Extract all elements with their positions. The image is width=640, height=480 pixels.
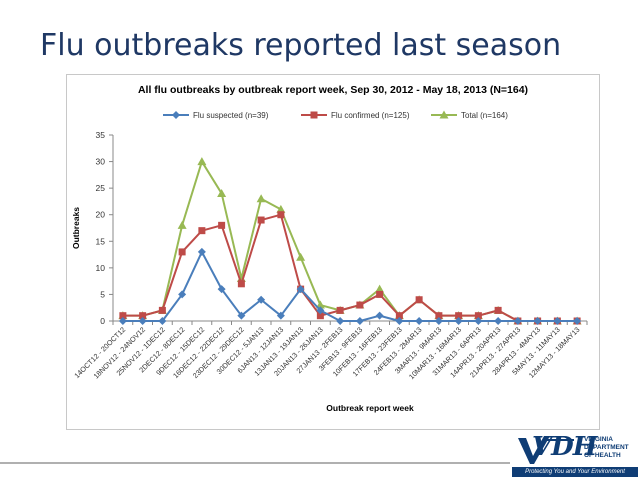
legend-marker-1 bbox=[310, 111, 318, 119]
data-point-s0-8 bbox=[276, 311, 285, 320]
data-point-s0-11 bbox=[336, 317, 345, 325]
chart-frame: All flu outbreaks by outbreak report wee… bbox=[66, 74, 600, 430]
data-point-s0-5 bbox=[217, 285, 226, 294]
y-tick-label: 35 bbox=[96, 130, 106, 140]
data-point-s1-11 bbox=[336, 306, 344, 314]
data-point-s2-3 bbox=[177, 220, 187, 229]
y-tick-label: 30 bbox=[96, 157, 106, 167]
data-point-s1-13 bbox=[376, 290, 384, 298]
data-point-s1-6 bbox=[237, 280, 245, 288]
y-tick-label: 20 bbox=[96, 210, 106, 220]
slide-title: Flu outbreaks reported last season bbox=[40, 28, 562, 63]
data-point-s0-18 bbox=[474, 317, 483, 325]
data-point-s1-4 bbox=[198, 227, 206, 235]
data-point-s0-16 bbox=[434, 317, 443, 325]
series-line-0 bbox=[122, 250, 578, 322]
data-point-s0-7 bbox=[257, 295, 266, 304]
data-point-s2-8 bbox=[276, 204, 286, 213]
data-point-s0-13 bbox=[375, 311, 384, 320]
x-axis-label: Outbreak report week bbox=[326, 403, 414, 413]
y-tick-label: 5 bbox=[100, 289, 105, 299]
data-point-s0-15 bbox=[415, 317, 424, 325]
data-point-s0-2 bbox=[158, 317, 167, 325]
chart-title: All flu outbreaks by outbreak report wee… bbox=[138, 84, 528, 96]
data-point-s0-0 bbox=[118, 317, 127, 325]
data-point-s1-14 bbox=[395, 312, 403, 320]
logo-mark-text: VDH bbox=[532, 432, 597, 462]
data-point-s0-20 bbox=[513, 317, 522, 325]
data-point-s1-1 bbox=[139, 312, 147, 320]
data-point-s1-16 bbox=[435, 312, 443, 320]
data-point-s0-3 bbox=[178, 290, 187, 299]
series-line-1 bbox=[122, 213, 578, 322]
footer-divider bbox=[0, 462, 520, 464]
data-point-s0-22 bbox=[553, 317, 562, 325]
data-point-s2-4 bbox=[197, 157, 207, 166]
data-point-s1-10 bbox=[316, 312, 324, 320]
data-point-s1-15 bbox=[415, 296, 423, 304]
data-point-s1-19 bbox=[494, 306, 502, 314]
legend-marker-2 bbox=[439, 110, 449, 119]
legend-label-2: Total (n=164) bbox=[461, 111, 508, 120]
y-tick-label: 15 bbox=[96, 236, 106, 246]
data-point-s0-17 bbox=[454, 317, 463, 325]
logo-line-3: OF HEALTH bbox=[584, 452, 621, 459]
legend-label-0: Flu suspected (n=39) bbox=[193, 111, 269, 120]
data-point-s1-12 bbox=[356, 301, 364, 309]
data-point-s0-12 bbox=[355, 317, 364, 325]
flu-outbreaks-line-chart: All flu outbreaks by outbreak report wee… bbox=[71, 84, 588, 413]
data-point-s0-19 bbox=[494, 317, 503, 325]
data-point-s1-0 bbox=[119, 312, 127, 320]
logo-tagline: Protecting You and Your Environment bbox=[512, 467, 638, 477]
data-point-s0-10 bbox=[316, 306, 325, 315]
legend-label-1: Flu confirmed (n=125) bbox=[331, 111, 410, 120]
data-point-s0-23 bbox=[573, 317, 582, 325]
data-point-s0-14 bbox=[395, 317, 404, 325]
data-point-s0-9 bbox=[296, 285, 305, 294]
data-point-s1-5 bbox=[218, 221, 226, 229]
data-point-s0-21 bbox=[533, 317, 542, 325]
logo-line-1: VIRGINIA bbox=[584, 436, 613, 443]
y-axis-label: Outbreaks bbox=[71, 207, 81, 249]
data-point-s0-6 bbox=[237, 311, 246, 320]
y-tick-label: 0 bbox=[100, 316, 105, 326]
data-point-s0-1 bbox=[138, 317, 147, 325]
y-tick-label: 10 bbox=[96, 263, 106, 273]
logo-line-2: DEPARTMENT bbox=[584, 444, 629, 451]
vdh-logo: VDH VIRGINIA DEPARTMENT OF HEALTH Protec… bbox=[510, 430, 640, 480]
data-point-s1-3 bbox=[178, 248, 186, 256]
legend-marker-0 bbox=[172, 111, 180, 119]
data-point-s1-7 bbox=[257, 216, 265, 224]
data-point-s1-8 bbox=[277, 211, 285, 219]
data-point-s2-7 bbox=[256, 194, 266, 203]
data-point-s1-17 bbox=[455, 312, 463, 320]
y-tick-label: 25 bbox=[96, 183, 106, 193]
vdh-logo-mark-icon bbox=[518, 436, 574, 464]
data-point-s1-18 bbox=[474, 312, 482, 320]
data-point-s2-13 bbox=[375, 284, 385, 293]
data-point-s2-5 bbox=[217, 188, 227, 197]
data-point-s1-2 bbox=[158, 306, 166, 314]
data-point-s0-4 bbox=[197, 247, 206, 256]
data-point-s2-9 bbox=[296, 252, 306, 261]
